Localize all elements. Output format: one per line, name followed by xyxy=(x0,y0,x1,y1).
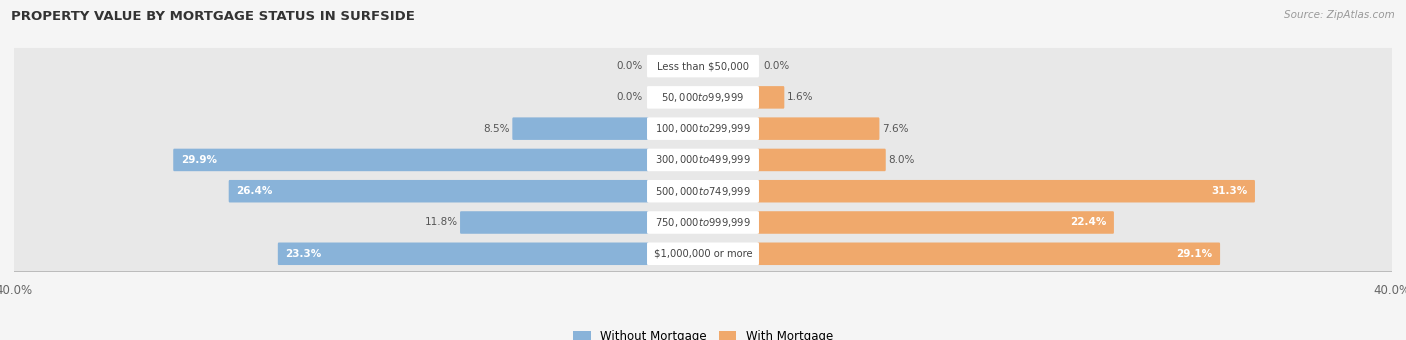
Text: $300,000 to $499,999: $300,000 to $499,999 xyxy=(655,153,751,167)
FancyBboxPatch shape xyxy=(647,149,759,171)
FancyBboxPatch shape xyxy=(13,48,1393,84)
FancyBboxPatch shape xyxy=(647,86,759,109)
Text: 7.6%: 7.6% xyxy=(882,124,908,134)
Text: 26.4%: 26.4% xyxy=(236,186,273,196)
FancyBboxPatch shape xyxy=(647,180,759,203)
Text: 11.8%: 11.8% xyxy=(425,218,457,227)
FancyBboxPatch shape xyxy=(278,242,648,265)
FancyBboxPatch shape xyxy=(13,173,1393,209)
Text: 0.0%: 0.0% xyxy=(616,92,643,102)
Text: 22.4%: 22.4% xyxy=(1070,218,1107,227)
Text: $500,000 to $749,999: $500,000 to $749,999 xyxy=(655,185,751,198)
FancyBboxPatch shape xyxy=(758,180,1256,203)
Legend: Without Mortgage, With Mortgage: Without Mortgage, With Mortgage xyxy=(568,325,838,340)
FancyBboxPatch shape xyxy=(758,149,886,171)
Text: 0.0%: 0.0% xyxy=(616,61,643,71)
FancyBboxPatch shape xyxy=(647,211,759,234)
FancyBboxPatch shape xyxy=(13,79,1393,116)
FancyBboxPatch shape xyxy=(13,110,1393,147)
FancyBboxPatch shape xyxy=(758,86,785,109)
FancyBboxPatch shape xyxy=(13,142,1393,178)
FancyBboxPatch shape xyxy=(758,211,1114,234)
FancyBboxPatch shape xyxy=(647,55,759,78)
FancyBboxPatch shape xyxy=(13,236,1393,272)
Text: Less than $50,000: Less than $50,000 xyxy=(657,61,749,71)
Text: PROPERTY VALUE BY MORTGAGE STATUS IN SURFSIDE: PROPERTY VALUE BY MORTGAGE STATUS IN SUR… xyxy=(11,10,415,23)
Text: $50,000 to $99,999: $50,000 to $99,999 xyxy=(661,91,745,104)
FancyBboxPatch shape xyxy=(647,242,759,265)
Text: 8.0%: 8.0% xyxy=(889,155,915,165)
FancyBboxPatch shape xyxy=(13,204,1393,241)
FancyBboxPatch shape xyxy=(758,117,879,140)
Text: $750,000 to $999,999: $750,000 to $999,999 xyxy=(655,216,751,229)
Text: 31.3%: 31.3% xyxy=(1211,186,1247,196)
FancyBboxPatch shape xyxy=(460,211,648,234)
FancyBboxPatch shape xyxy=(758,242,1220,265)
Text: 29.9%: 29.9% xyxy=(181,155,217,165)
Text: 1.6%: 1.6% xyxy=(787,92,814,102)
FancyBboxPatch shape xyxy=(647,117,759,140)
Text: $100,000 to $299,999: $100,000 to $299,999 xyxy=(655,122,751,135)
FancyBboxPatch shape xyxy=(229,180,648,203)
FancyBboxPatch shape xyxy=(512,117,648,140)
Text: 29.1%: 29.1% xyxy=(1177,249,1212,259)
Text: 0.0%: 0.0% xyxy=(763,61,790,71)
FancyBboxPatch shape xyxy=(173,149,648,171)
Text: Source: ZipAtlas.com: Source: ZipAtlas.com xyxy=(1284,10,1395,20)
Text: 8.5%: 8.5% xyxy=(484,124,510,134)
Text: 23.3%: 23.3% xyxy=(285,249,322,259)
Text: $1,000,000 or more: $1,000,000 or more xyxy=(654,249,752,259)
